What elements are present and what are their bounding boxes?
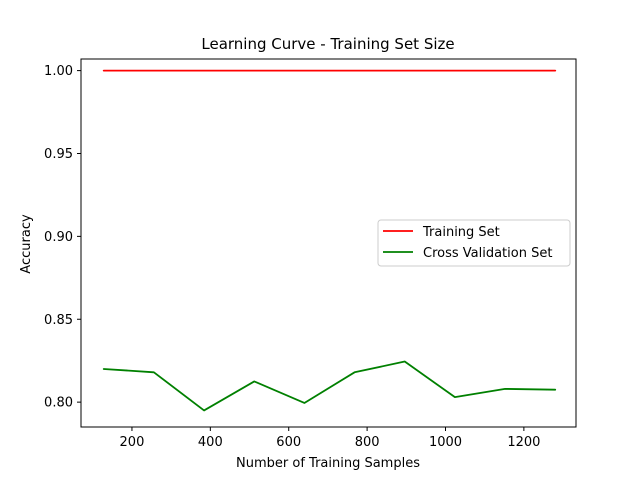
y-axis-ticks: 0.80 0.85 0.90 0.95 1.00: [44, 64, 81, 411]
y-axis-label: Accuracy: [19, 214, 34, 274]
x-axis-ticks: 200 400 600 800 1000 1200: [120, 427, 540, 450]
legend-label-training-set: Training Set: [422, 225, 500, 240]
plot-frame: [80, 58, 577, 428]
y-tick-label: 0.85: [44, 313, 73, 328]
chart-title: Learning Curve - Training Set Size: [201, 35, 454, 53]
legend: Training Set Cross Validation Set: [377, 219, 571, 267]
x-axis-label: Number of Training Samples: [236, 456, 420, 471]
x-tick-label: 800: [355, 435, 380, 450]
legend-frame: [377, 219, 571, 267]
x-tick-label: 600: [276, 435, 301, 450]
y-tick-label: 1.00: [44, 64, 73, 79]
x-tick-label: 1200: [507, 435, 540, 450]
y-tick-label: 0.95: [44, 147, 73, 162]
series-layer: [102, 69, 557, 412]
x-tick-label: 400: [198, 435, 223, 450]
y-tick-label: 0.90: [44, 230, 73, 245]
y-tick-label: 0.80: [44, 396, 73, 411]
x-tick-label: 1000: [429, 435, 462, 450]
x-tick-label: 200: [120, 435, 145, 450]
series-line-cross-validation-set: [102, 360, 557, 412]
legend-label-cross-validation-set: Cross Validation Set: [423, 246, 552, 261]
